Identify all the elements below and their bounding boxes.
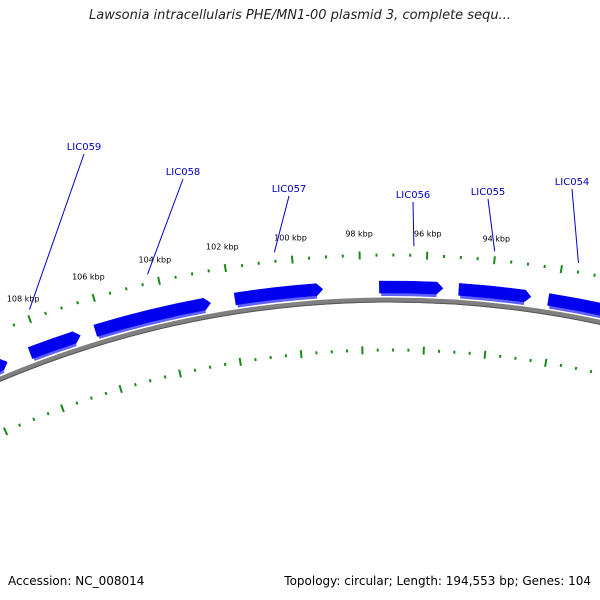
gene-shadow xyxy=(381,293,437,298)
minor-tick xyxy=(12,323,16,327)
inner-minor-tick xyxy=(559,363,563,368)
gene-leader-line xyxy=(571,188,579,264)
gene-shadow xyxy=(33,343,77,361)
inner-major-tick xyxy=(299,350,303,359)
inner-major-tick xyxy=(118,384,123,394)
inner-major-tick xyxy=(178,369,182,378)
inner-minor-tick xyxy=(589,369,593,374)
inner-minor-tick xyxy=(32,417,36,422)
minor-tick xyxy=(593,273,596,277)
minor-tick xyxy=(124,287,128,291)
minor-tick xyxy=(190,272,194,276)
inner-minor-tick xyxy=(89,396,93,400)
major-tick xyxy=(157,276,161,285)
inner-major-tick xyxy=(3,427,9,436)
gene-label[interactable]: LIC058 xyxy=(166,167,201,178)
gene-label[interactable]: LIC055 xyxy=(471,187,506,198)
inner-major-tick xyxy=(544,358,548,367)
gene-arrow xyxy=(27,331,81,359)
gene-shadow xyxy=(98,310,206,339)
major-tick xyxy=(27,314,33,324)
inner-minor-tick xyxy=(18,423,22,427)
gene-labels: LIC059 LIC058 LIC057 LIC056 LIC055 LIC054 xyxy=(29,142,590,310)
gene-leader-line xyxy=(487,198,496,252)
scale-label: 96 kbp xyxy=(414,230,442,239)
gene-leader-line xyxy=(412,201,415,247)
inner-tick-ring xyxy=(3,346,593,436)
inner-minor-tick xyxy=(134,383,137,387)
gene-track xyxy=(0,280,600,375)
gene-label[interactable]: LIC056 xyxy=(396,190,431,201)
gene-leader-line xyxy=(147,178,184,275)
scale-label: 102 kbp xyxy=(206,242,239,251)
inner-minor-tick xyxy=(148,379,152,383)
inner-minor-tick xyxy=(193,368,197,372)
inner-minor-tick xyxy=(75,401,79,405)
gene-leader-line xyxy=(273,195,290,253)
map-title: Lawsonia intracellularis PHE/MN1-00 plas… xyxy=(89,8,511,23)
minor-tick xyxy=(60,306,63,310)
inner-minor-tick xyxy=(223,362,227,367)
inner-major-tick xyxy=(238,357,242,366)
scale-label: 98 kbp xyxy=(345,229,373,238)
minor-tick xyxy=(108,291,112,295)
gene-leader-line xyxy=(29,153,85,310)
gene-arrow xyxy=(458,283,532,303)
inner-minor-tick xyxy=(163,375,167,379)
scale-label: 94 kbp xyxy=(483,234,511,243)
inner-minor-tick xyxy=(46,411,50,416)
gene-arrow xyxy=(379,280,444,295)
gene-arrow xyxy=(93,297,211,337)
minor-tick xyxy=(174,275,177,279)
outer-tick-ring xyxy=(12,251,596,327)
gene-label[interactable]: LIC057 xyxy=(272,184,307,195)
minor-tick xyxy=(576,270,580,274)
minor-tick xyxy=(76,301,80,305)
minor-tick xyxy=(207,269,210,273)
major-tick xyxy=(91,293,96,302)
gene-shadow xyxy=(460,295,525,305)
gene-shadow xyxy=(549,305,600,319)
major-tick xyxy=(559,265,563,274)
minor-tick xyxy=(44,311,48,316)
major-tick xyxy=(290,255,294,264)
gene-label[interactable]: LIC059 xyxy=(67,142,102,153)
inner-minor-tick xyxy=(104,391,108,396)
backbone-edge xyxy=(0,301,600,382)
scale-label: 106 kbp xyxy=(72,273,105,282)
gene-arrow xyxy=(233,283,324,306)
scale-label: 104 kbp xyxy=(139,255,172,264)
inner-major-tick xyxy=(483,350,487,359)
minor-tick xyxy=(141,283,144,287)
inner-minor-tick xyxy=(574,366,578,371)
gene-shadow xyxy=(237,295,318,308)
inner-major-tick xyxy=(60,404,65,413)
backbone-arc xyxy=(0,297,600,382)
sequence-summary: Topology: circular; Length: 194,553 bp; … xyxy=(284,574,591,588)
scale-labels: 108 kbp 106 kbp 104 kbp 102 kbp 100 kbp 98 kb… xyxy=(7,229,510,303)
major-tick xyxy=(493,256,496,265)
inner-minor-tick xyxy=(208,365,212,369)
scale-label: 100 kbp xyxy=(274,234,307,243)
gene-shadow xyxy=(0,370,5,375)
plasmid-backbone xyxy=(0,297,600,382)
accession-label: Accession: NC_008014 xyxy=(8,574,145,588)
gene-label[interactable]: LIC054 xyxy=(555,177,590,188)
gene-arrow xyxy=(547,293,600,316)
gene-arrow xyxy=(0,358,8,372)
major-tick xyxy=(223,263,227,273)
scale-label: 108 kbp xyxy=(7,294,40,303)
